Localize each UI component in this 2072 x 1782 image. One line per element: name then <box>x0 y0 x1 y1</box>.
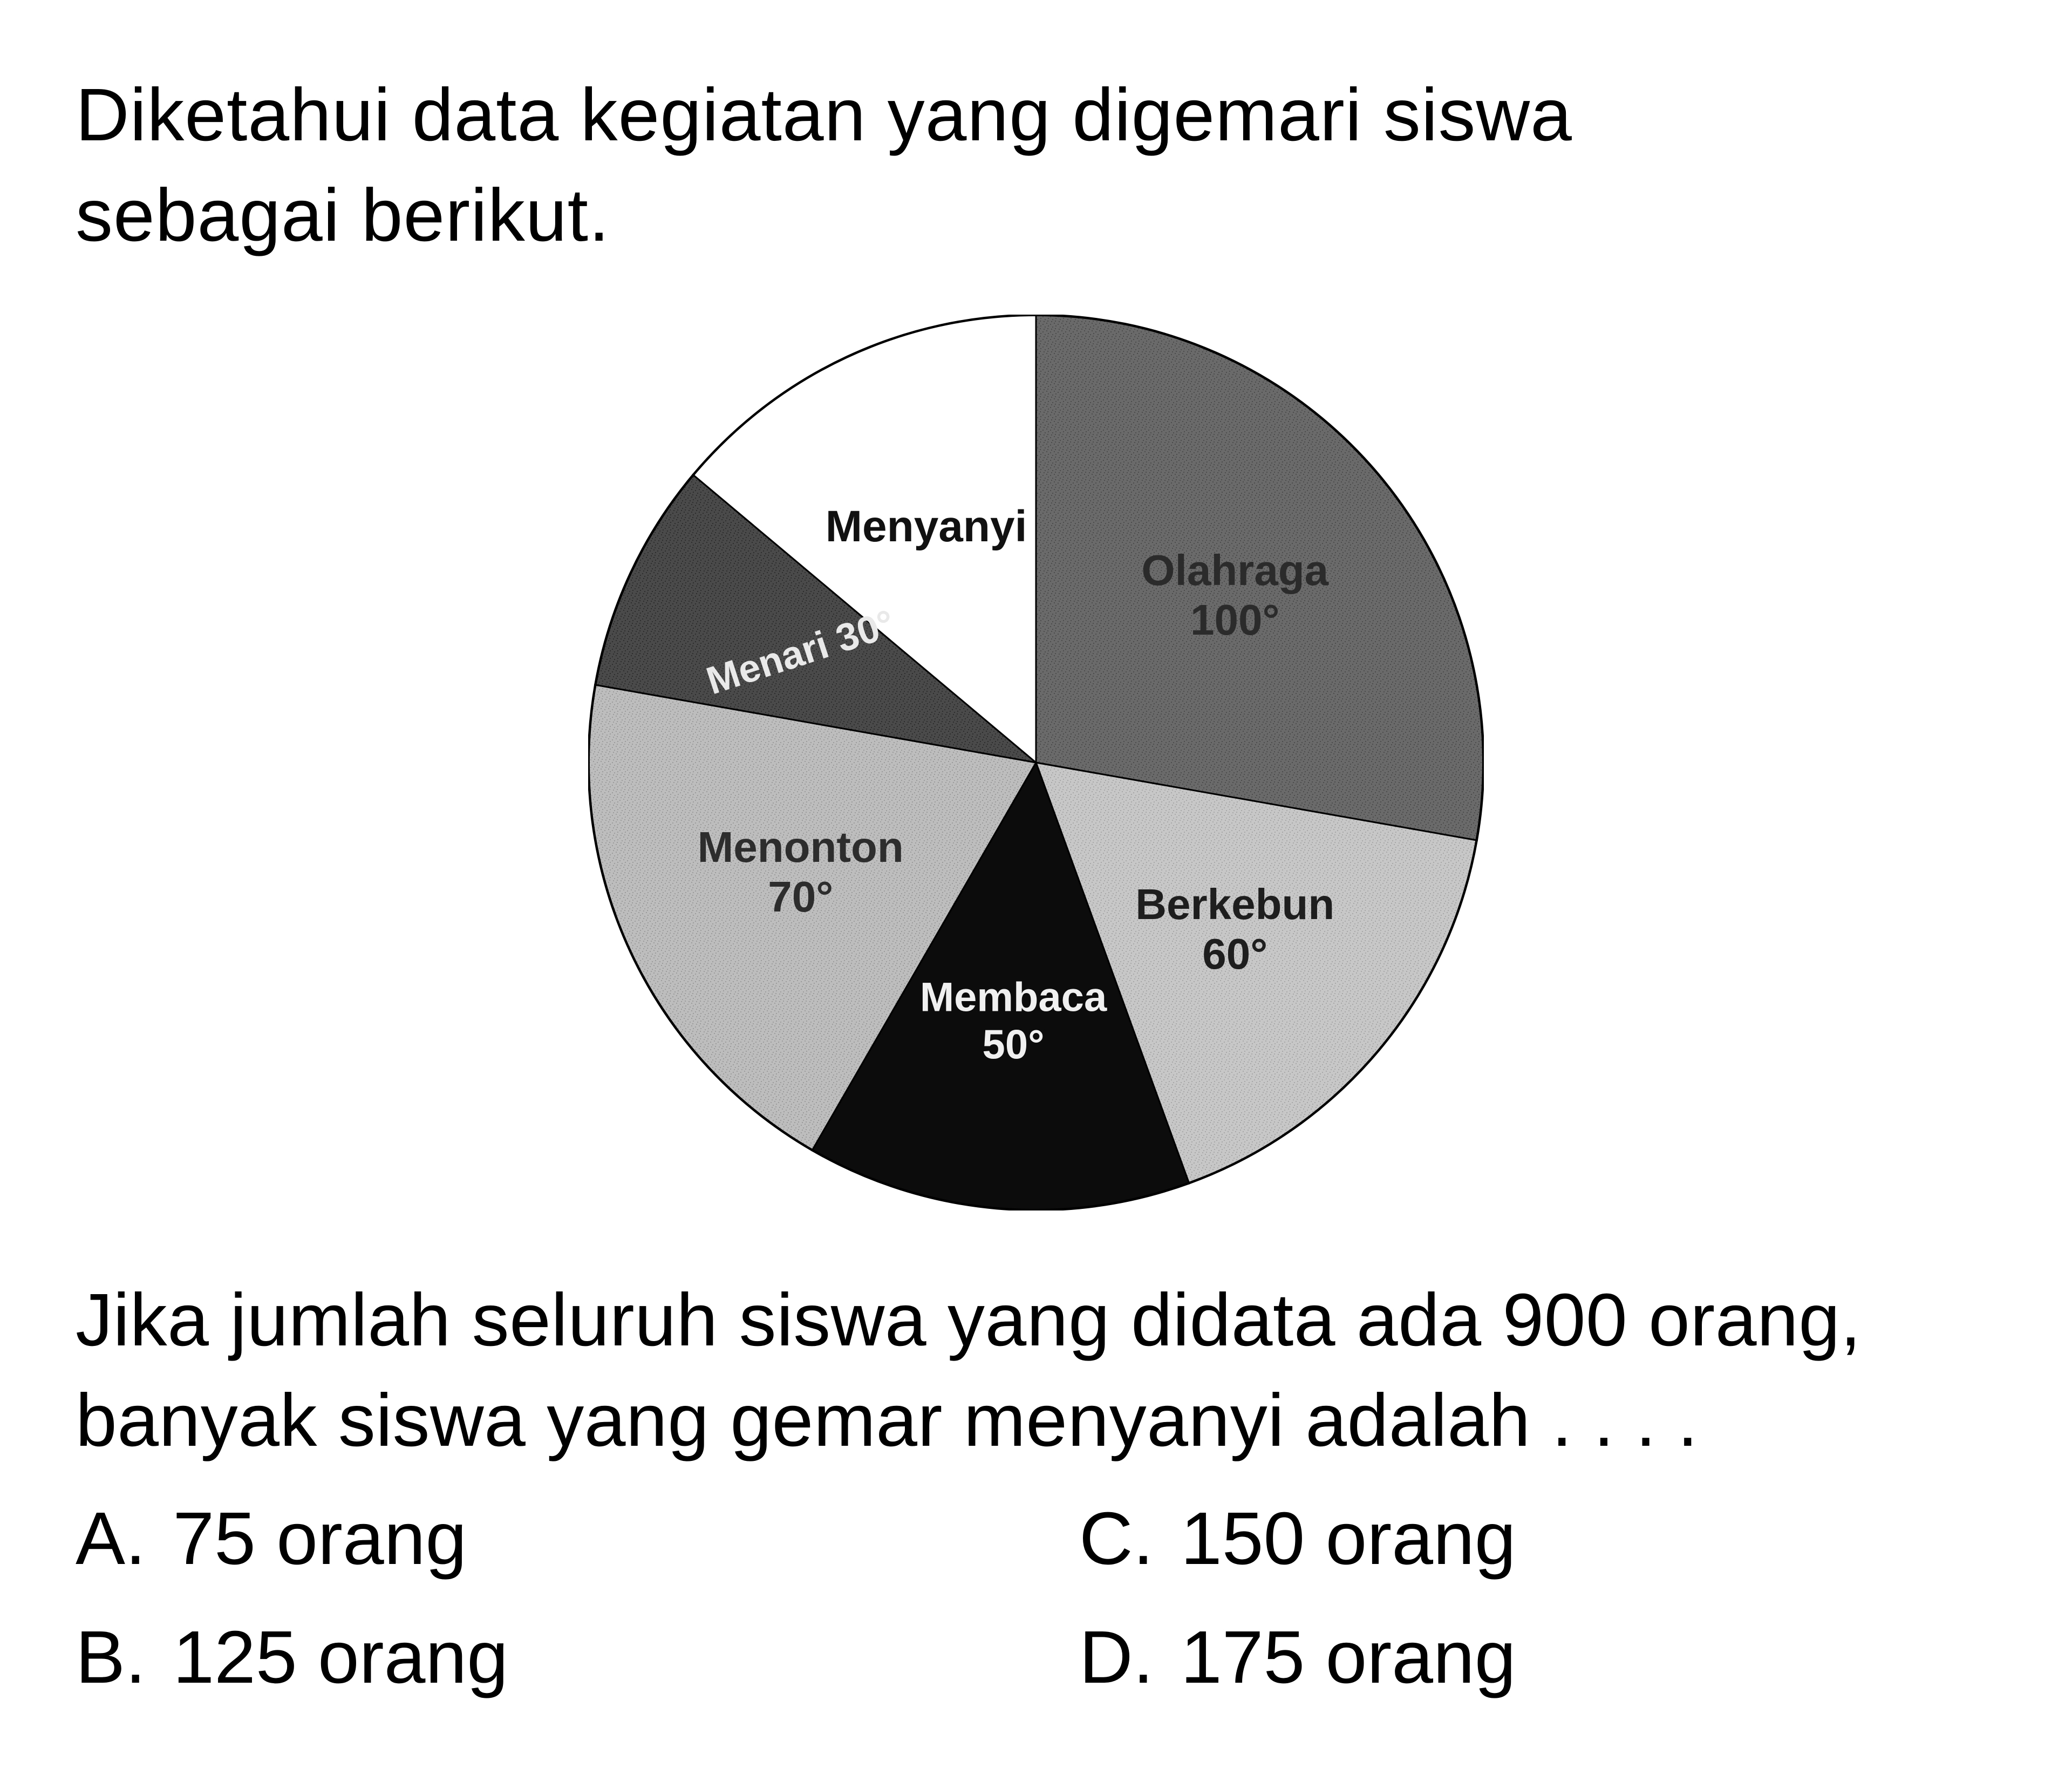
post-line-1: Jika jumlah seluruh siswa yang didata ad… <box>76 1278 1861 1362</box>
pie-label-name-membaca: Membaca <box>920 974 1107 1021</box>
pie-label-degree-membaca: 50° <box>920 1021 1107 1068</box>
option-b-letter: B. <box>76 1603 146 1711</box>
option-d-letter: D. <box>1079 1603 1154 1711</box>
answer-options: A. 75 orang C. 150 orang B. 125 orang D.… <box>76 1485 1996 1711</box>
option-c-text: 150 orang <box>1181 1485 1516 1593</box>
option-c-letter: C. <box>1079 1485 1154 1593</box>
pie-label-name-berkebun: Berkebun <box>1135 880 1334 929</box>
option-d: D. 175 orang <box>1079 1603 1996 1711</box>
pie-chart: Olahraga100°Berkebun60°Membaca50°Menonto… <box>588 315 1484 1210</box>
pie-chart-container: Olahraga100°Berkebun60°Membaca50°Menonto… <box>76 315 1996 1210</box>
pie-label-menonton: Menonton70° <box>698 822 904 922</box>
question-followup: Jika jumlah seluruh siswa yang didata ad… <box>76 1270 1996 1471</box>
pie-label-name-olahraga: Olahraga <box>1141 546 1328 595</box>
pie-label-menyanyi: Menyanyi <box>826 501 1027 552</box>
pie-label-berkebun: Berkebun60° <box>1135 880 1334 979</box>
option-c: C. 150 orang <box>1079 1485 1996 1593</box>
pie-label-degree-berkebun: 60° <box>1135 929 1334 979</box>
pie-label-name-menyanyi: Menyanyi <box>826 501 1027 552</box>
question-line-2: sebagai berikut. <box>76 174 610 257</box>
option-a-text: 75 orang <box>173 1485 467 1593</box>
option-a-letter: A. <box>76 1485 146 1593</box>
pie-label-membaca: Membaca50° <box>920 974 1107 1069</box>
pie-label-degree-olahraga: 100° <box>1141 595 1328 645</box>
option-b-text: 125 orang <box>173 1603 508 1711</box>
question-text: Diketahui data kegiatan yang digemari si… <box>76 65 1996 266</box>
option-b: B. 125 orang <box>76 1603 993 1711</box>
post-line-2: banyak siswa yang gemar menyanyi adalah … <box>76 1379 1698 1462</box>
pie-label-name-menonton: Menonton <box>698 822 904 872</box>
question-line-1: Diketahui data kegiatan yang digemari si… <box>76 73 1572 157</box>
pie-label-olahraga: Olahraga100° <box>1141 546 1328 645</box>
pie-label-degree-menonton: 70° <box>698 872 904 922</box>
option-a: A. 75 orang <box>76 1485 993 1593</box>
option-d-text: 175 orang <box>1181 1603 1516 1711</box>
